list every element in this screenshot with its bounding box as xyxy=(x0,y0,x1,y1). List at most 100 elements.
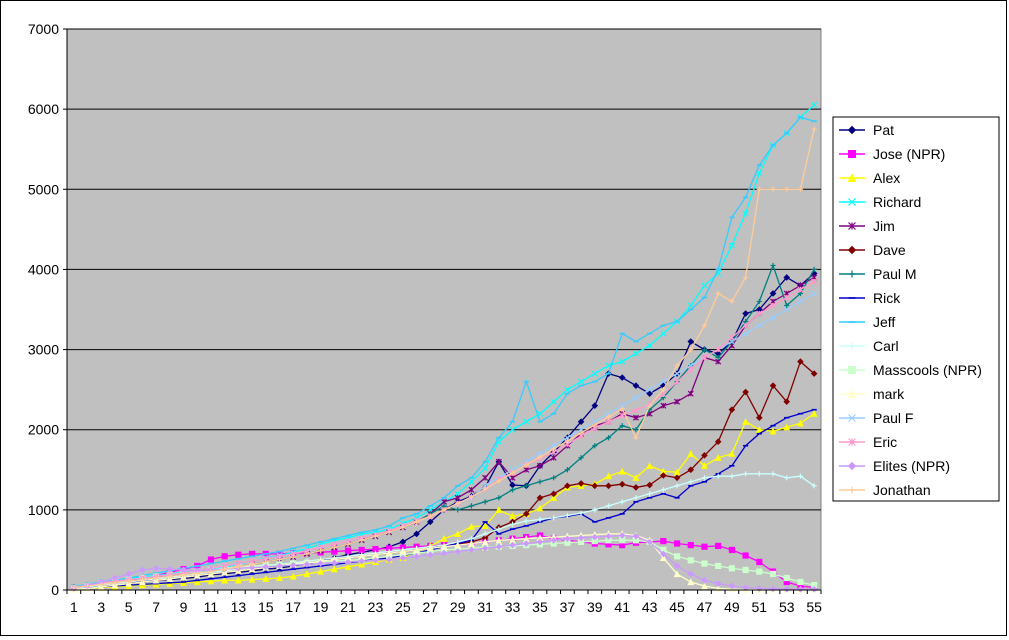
legend-label: Jeff xyxy=(873,314,895,330)
data-point xyxy=(756,471,762,477)
data-point xyxy=(413,546,420,554)
data-point xyxy=(276,556,283,563)
data-point xyxy=(797,298,804,305)
data-point xyxy=(728,582,736,590)
data-point xyxy=(564,535,571,543)
data-point xyxy=(701,322,708,329)
legend-entry: Masscools (NPR) xyxy=(839,362,982,378)
data-point xyxy=(523,466,530,473)
data-point xyxy=(592,422,598,428)
data-point xyxy=(318,548,324,554)
data-point xyxy=(578,455,584,461)
data-point xyxy=(755,425,763,433)
legend-box xyxy=(832,116,1000,502)
y-tick-label: 5000 xyxy=(28,181,59,197)
data-point xyxy=(728,546,735,554)
data-point xyxy=(454,494,461,501)
legend-entry: mark xyxy=(839,386,905,402)
data-point xyxy=(509,474,516,481)
data-point xyxy=(481,522,489,529)
data-point xyxy=(112,580,118,586)
data-point xyxy=(742,322,749,329)
data-point xyxy=(522,510,530,518)
x-tick-label: 23 xyxy=(368,599,384,615)
data-point xyxy=(729,298,735,305)
data-point xyxy=(618,467,626,475)
data-point xyxy=(454,530,462,537)
data-point xyxy=(152,565,160,572)
data-point xyxy=(591,533,599,541)
data-point xyxy=(536,494,544,502)
data-point xyxy=(139,566,146,574)
data-point xyxy=(659,554,667,562)
data-point xyxy=(660,538,667,545)
legend-label: Jonathan xyxy=(873,482,931,498)
data-point xyxy=(426,518,434,526)
data-point xyxy=(359,537,365,543)
legend-entry: Jim xyxy=(839,218,895,234)
legend-entry: Dave xyxy=(839,242,906,258)
data-point xyxy=(550,494,558,501)
data-point xyxy=(646,342,653,349)
data-point xyxy=(386,529,392,535)
data-point xyxy=(551,446,557,452)
data-point xyxy=(674,483,680,489)
data-point xyxy=(673,562,681,570)
data-point xyxy=(619,423,625,429)
data-point xyxy=(646,538,653,546)
data-point xyxy=(592,443,598,449)
data-point xyxy=(715,346,722,353)
data-point xyxy=(496,526,502,532)
data-point xyxy=(495,543,503,551)
data-point xyxy=(523,518,529,524)
data-point xyxy=(660,487,666,493)
data-point xyxy=(756,186,762,192)
data-point xyxy=(797,419,804,427)
data-point xyxy=(605,414,612,420)
data-point xyxy=(207,556,215,563)
x-tick-label: 9 xyxy=(180,599,188,615)
data-point xyxy=(222,566,228,572)
data-point xyxy=(523,418,530,425)
data-point xyxy=(632,394,639,401)
data-point xyxy=(674,363,680,369)
data-point xyxy=(591,370,598,377)
data-point xyxy=(756,558,763,566)
data-point xyxy=(618,480,626,488)
legend-entry: Paul M xyxy=(839,266,917,282)
data-point xyxy=(537,516,543,523)
data-point xyxy=(701,577,708,584)
data-point xyxy=(714,454,722,461)
legend-marker xyxy=(847,173,857,182)
data-point xyxy=(385,556,393,563)
data-point xyxy=(221,576,229,584)
data-point xyxy=(797,585,804,593)
legend-marker xyxy=(847,125,857,135)
data-point xyxy=(372,557,379,564)
data-point xyxy=(537,454,543,460)
data-point xyxy=(769,314,777,321)
gridlines xyxy=(67,28,821,511)
data-point xyxy=(811,102,818,109)
data-point xyxy=(756,170,763,177)
legend-marker xyxy=(848,486,856,494)
data-point xyxy=(783,274,791,281)
data-point xyxy=(660,387,666,393)
data-point xyxy=(331,544,337,551)
legend: Pat Jose (NPR) Alex Richard Jim Dave Paul M Ric… xyxy=(832,116,1000,502)
x-tick-label: 17 xyxy=(285,599,301,615)
x-tick-label: 47 xyxy=(697,599,713,615)
data-point xyxy=(605,418,612,425)
data-point xyxy=(619,499,625,505)
data-point xyxy=(454,541,462,549)
data-point xyxy=(632,532,640,540)
x-tick-label: 21 xyxy=(340,599,356,615)
data-point xyxy=(701,452,708,459)
data-point xyxy=(742,417,750,425)
data-point xyxy=(482,531,488,537)
x-tick-label: 55 xyxy=(806,599,822,615)
x-tick-label: 43 xyxy=(642,599,658,615)
data-point xyxy=(688,346,694,353)
data-point xyxy=(207,577,215,585)
